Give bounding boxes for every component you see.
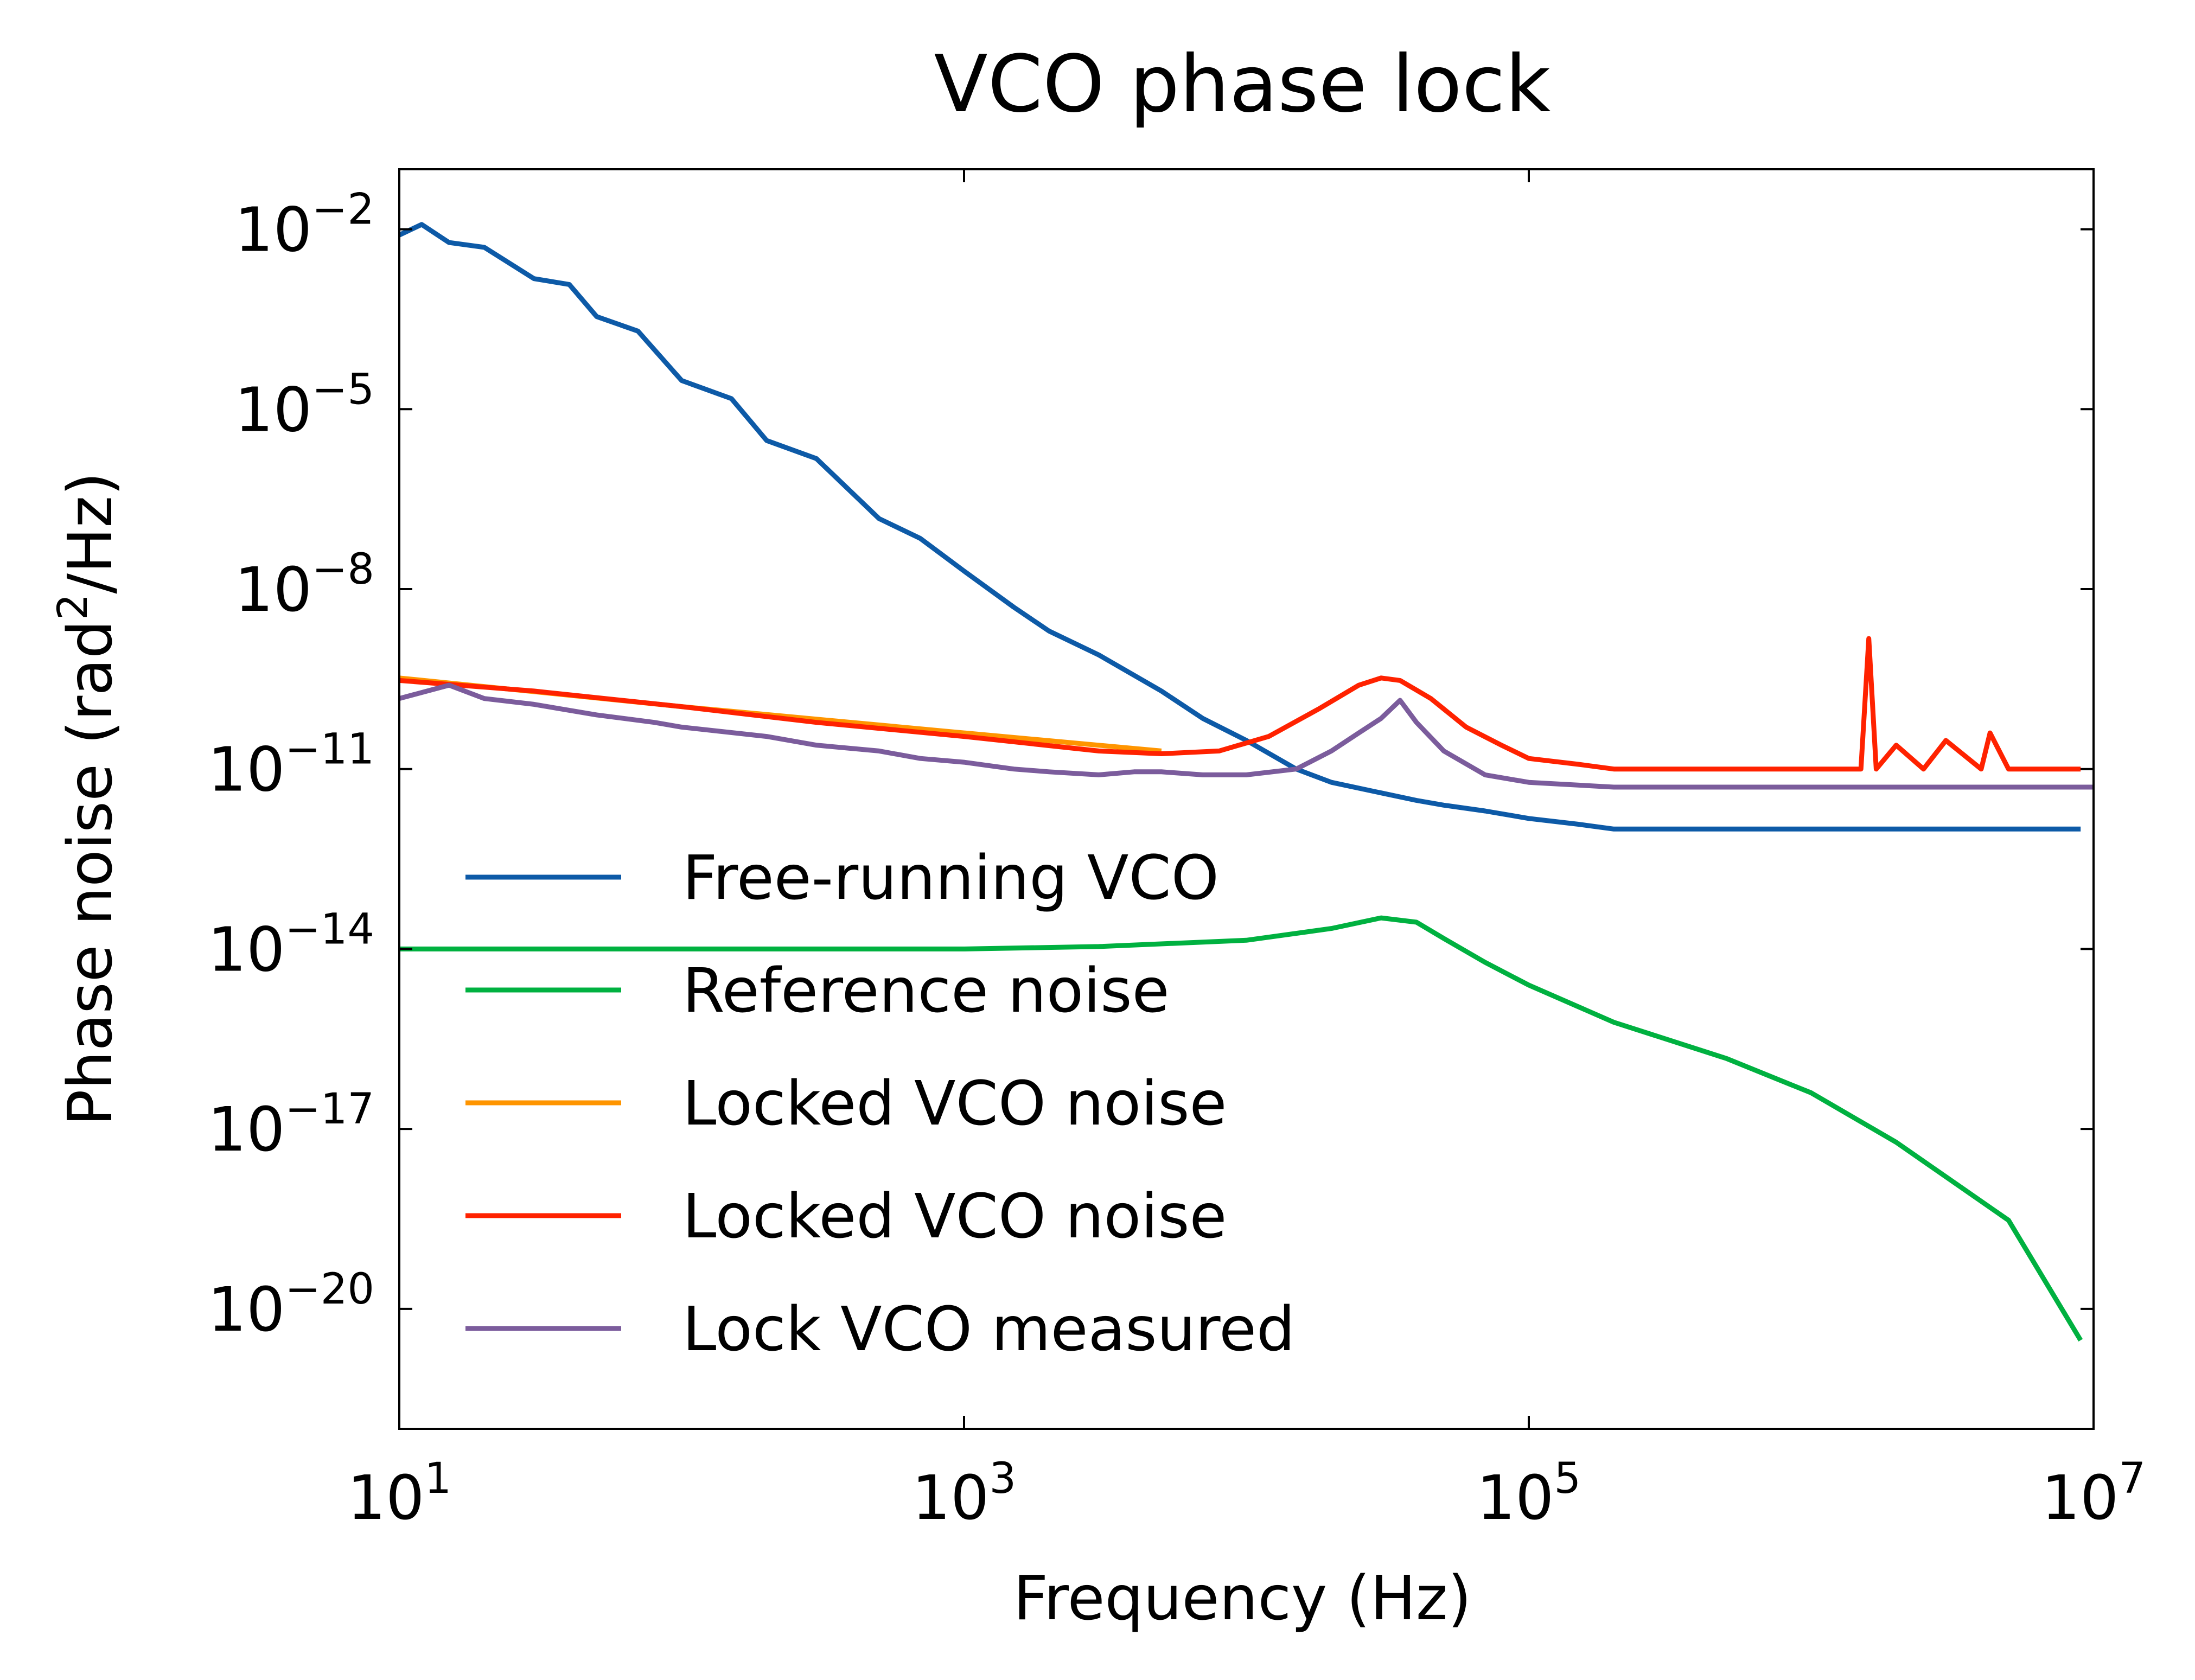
y-tick-label-exponent: −14 bbox=[285, 905, 374, 954]
chart-title: VCO phase lock bbox=[934, 39, 1551, 130]
x-tick-label-exponent: 3 bbox=[989, 1454, 1016, 1503]
y-tick-label-exponent: −20 bbox=[285, 1265, 374, 1314]
y-tick-label-4: 10−14 bbox=[208, 905, 374, 985]
y-tick-label-5: 10−17 bbox=[208, 1085, 374, 1165]
x-tick-label-3: 107 bbox=[2041, 1454, 2146, 1534]
y-tick-label-2: 10−8 bbox=[235, 545, 375, 625]
legend-label: Reference noise bbox=[682, 956, 1169, 1026]
legend-entry-4: Lock VCO measured bbox=[465, 1294, 1295, 1365]
legend-label: Lock VCO measured bbox=[682, 1294, 1295, 1365]
x-tick-label-1: 103 bbox=[912, 1454, 1016, 1534]
y-axis-label-text: Phase noise (rad bbox=[55, 620, 126, 1126]
y-tick-label-0: 10−2 bbox=[235, 186, 375, 266]
x-tick-label-exponent: 1 bbox=[424, 1454, 451, 1503]
series-line-0 bbox=[398, 222, 2081, 832]
legend-label: Free-running VCO bbox=[682, 843, 1219, 914]
legend-entry-0: Free-running VCO bbox=[465, 843, 1219, 914]
y-tick-label-exponent: −11 bbox=[285, 725, 374, 774]
x-tick-label-0: 101 bbox=[347, 1454, 451, 1534]
y-tick-label-1: 10−5 bbox=[235, 365, 375, 445]
y-axis-label-unit: /Hz) bbox=[55, 472, 126, 593]
y-tick-label-base: 10 bbox=[208, 1095, 285, 1165]
x-tick-label-base: 10 bbox=[347, 1463, 425, 1534]
y-tick-label-exponent: −8 bbox=[312, 545, 374, 594]
y-tick-label-6: 10−20 bbox=[208, 1265, 374, 1345]
legend-label: Locked VCO noise bbox=[682, 1181, 1227, 1252]
series-line-4 bbox=[398, 682, 2094, 790]
y-axis-label: Phase noise (rad2/Hz) bbox=[48, 472, 126, 1126]
y-tick-label-exponent: −2 bbox=[312, 186, 374, 234]
plot-frame bbox=[398, 168, 2095, 1430]
y-axis-label-superscript: 2 bbox=[48, 594, 97, 620]
x-tick-label-base: 10 bbox=[2041, 1463, 2119, 1534]
legend-label: Locked VCO noise bbox=[682, 1069, 1227, 1139]
legend-entry-3: Locked VCO noise bbox=[465, 1181, 1227, 1252]
y-tick-label-base: 10 bbox=[208, 735, 285, 806]
y-tick-label-base: 10 bbox=[235, 375, 312, 445]
x-tick-label-exponent: 7 bbox=[2119, 1454, 2146, 1503]
y-tick-label-exponent: −17 bbox=[285, 1085, 374, 1134]
series-layer bbox=[398, 222, 2094, 1342]
x-tick-label-base: 10 bbox=[912, 1463, 990, 1534]
x-tick-label-base: 10 bbox=[1477, 1463, 1554, 1534]
x-tick-label-exponent: 5 bbox=[1554, 1454, 1581, 1503]
legend: Free-running VCO Reference noise Locked VC… bbox=[465, 843, 1295, 1365]
legend-entry-2: Locked VCO noise bbox=[465, 1069, 1227, 1139]
series-line-1 bbox=[399, 915, 2083, 1342]
y-tick-label-base: 10 bbox=[235, 195, 312, 266]
y-tick-label-exponent: −5 bbox=[312, 365, 374, 414]
legend-entry-1: Reference noise bbox=[465, 956, 1169, 1026]
tick-layer: 101 103 105 10710−210−510−810−1110−1410−171… bbox=[208, 169, 2146, 1534]
series-line-3 bbox=[399, 636, 2081, 772]
x-axis-label: Frequency (Hz) bbox=[1013, 1563, 1472, 1634]
y-tick-label-3: 10−11 bbox=[208, 725, 374, 806]
x-tick-label-2: 105 bbox=[1477, 1454, 1581, 1534]
y-tick-label-base: 10 bbox=[208, 1275, 285, 1345]
y-tick-label-base: 10 bbox=[208, 915, 285, 985]
y-tick-label-base: 10 bbox=[235, 555, 312, 625]
